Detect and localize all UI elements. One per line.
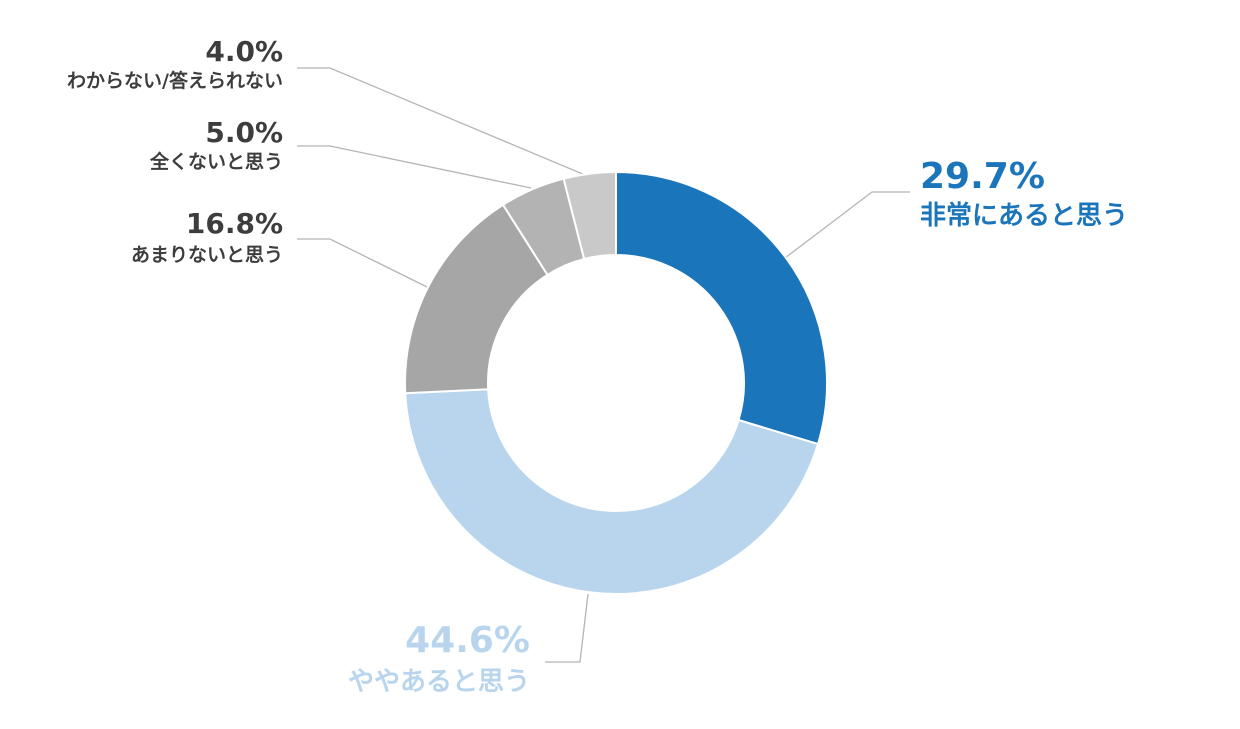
slice-percent-label-4: 5.0% bbox=[205, 116, 283, 149]
donut-slice-5 bbox=[562, 170, 617, 261]
slice-percent-label-3: 16.8% bbox=[186, 207, 283, 240]
leader-line-1 bbox=[784, 191, 910, 259]
slice-percent-label-1: 29.7% bbox=[920, 156, 1045, 197]
slice-category-label-4: 全くないと思う bbox=[149, 150, 283, 173]
leader-line-3 bbox=[297, 238, 428, 288]
slice-category-label-1: 非常にあると思う bbox=[920, 201, 1128, 231]
donut-slice-2 bbox=[404, 388, 820, 595]
slice-percent-label-5: 4.0% bbox=[205, 35, 283, 68]
slice-category-label-3: あまりないと思う bbox=[131, 244, 283, 266]
leader-line-2 bbox=[545, 593, 589, 663]
leader-line-5 bbox=[297, 67, 586, 176]
donut-slice-1 bbox=[615, 170, 828, 446]
slice-category-label-2: ややあると思う bbox=[348, 667, 530, 697]
slice-category-label-5: わからない/答えられない bbox=[67, 69, 283, 92]
slice-percent-label-2: 44.6% bbox=[405, 620, 530, 661]
leader-line-4 bbox=[297, 145, 532, 189]
